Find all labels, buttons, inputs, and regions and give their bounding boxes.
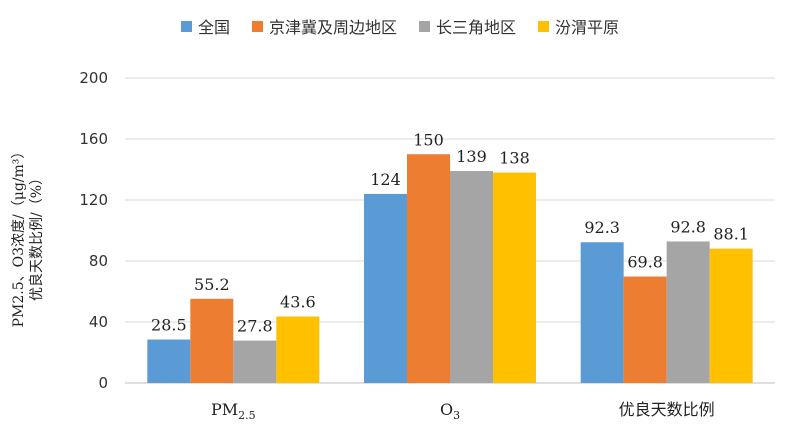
bar [147, 339, 191, 383]
x-tick-label: 优良天数比例 [619, 400, 715, 419]
data-label: 28.5 [151, 316, 187, 335]
data-label: 55.2 [194, 275, 230, 294]
y-tick-label: 80 [89, 252, 108, 270]
legend-item-fenwei: 汾渭平原 [538, 14, 619, 38]
y-tick-label: 0 [98, 374, 108, 392]
legend-swatch-jingjinji [251, 20, 263, 32]
data-label: 92.8 [670, 217, 706, 236]
bar [233, 340, 277, 383]
legend-label-jingjinji: 京津冀及周边地区 [268, 18, 397, 37]
legend-label-national: 全国 [197, 18, 230, 37]
y-tick-label: 160 [79, 130, 108, 148]
data-label: 92.3 [584, 218, 620, 237]
data-label: 88.1 [713, 225, 749, 244]
data-label: 138 [499, 149, 530, 168]
bar [450, 171, 493, 383]
y-tick-label: 120 [79, 191, 108, 209]
legend-swatch-fenwei [538, 20, 550, 32]
x-tick-label: PM2.5 [211, 400, 256, 422]
legend-label-fenwei: 汾渭平原 [555, 18, 620, 37]
bar [190, 298, 234, 383]
bar [709, 248, 753, 383]
x-tick-label: O3 [440, 400, 460, 422]
data-label: 124 [370, 170, 401, 189]
y-tick-label: 40 [89, 313, 108, 331]
legend-swatch-national [180, 20, 192, 32]
bar [364, 193, 407, 383]
data-label: 27.8 [237, 317, 273, 336]
bar [407, 154, 450, 383]
bar [276, 316, 320, 383]
y-tick-label: 200 [79, 69, 108, 87]
bar [623, 276, 667, 383]
bar [493, 172, 536, 383]
legend: 全国 京津冀及周边地区 长三角地区 汾渭平原 [0, 14, 800, 38]
bar [666, 241, 710, 383]
data-label: 139 [456, 147, 487, 166]
legend-swatch-yangtze [419, 20, 430, 32]
bar [580, 242, 624, 383]
data-label: 43.6 [280, 293, 316, 312]
legend-item-jingjinji: 京津冀及周边地区 [251, 14, 397, 38]
legend-item-national: 全国 [180, 14, 230, 38]
legend-item-yangtze: 长三角地区 [419, 14, 516, 38]
legend-label-yangtze: 长三角地区 [436, 18, 517, 37]
data-label: 69.8 [627, 253, 663, 272]
data-label: 150 [413, 130, 444, 149]
